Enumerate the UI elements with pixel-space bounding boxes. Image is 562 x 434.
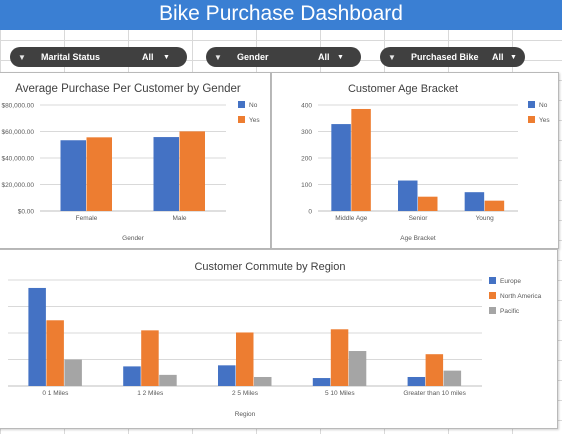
x-axis-label: Region xyxy=(235,411,256,418)
bar xyxy=(64,359,82,386)
caret-down-icon[interactable]: ▼ xyxy=(510,53,517,61)
bar xyxy=(46,320,64,386)
bar xyxy=(425,354,444,386)
bar xyxy=(179,131,205,211)
dashboard-title: Bike Purchase Dashboard xyxy=(0,0,562,30)
bar xyxy=(330,329,349,386)
bar xyxy=(407,376,426,386)
funnel-icon: ▼ xyxy=(388,52,396,62)
age-bracket-chart[interactable]: Customer Age Bracket 0 100 200 300 400 Middle … xyxy=(272,73,558,248)
x-tick-label: 2 5 Miles xyxy=(232,390,259,397)
y-tick-label: 0 xyxy=(308,209,312,216)
caret-down-icon[interactable]: ▼ xyxy=(337,53,344,61)
slicer-value[interactable]: All xyxy=(142,52,154,62)
bar xyxy=(254,376,272,386)
bar xyxy=(418,196,438,211)
x-tick-label: Young xyxy=(476,215,495,222)
y-tick-label: 200 xyxy=(301,156,312,163)
slicer-value[interactable]: All xyxy=(492,52,504,62)
legend-swatch xyxy=(489,292,496,299)
bar xyxy=(331,124,351,211)
funnel-icon: ▼ xyxy=(214,52,222,62)
slicer-purchased-bike[interactable]: ▼ Purchased Bike All ▼ xyxy=(380,47,525,67)
legend-label: Yes xyxy=(249,117,260,124)
caret-down-icon[interactable]: ▼ xyxy=(163,53,170,61)
legend-label: Pacific xyxy=(500,308,520,315)
x-tick-label: Female xyxy=(76,215,98,222)
legend-swatch xyxy=(238,101,245,108)
chart-panel-commute-region[interactable]: Customer Commute by Region 0 1 Miles 1 2 M… xyxy=(0,249,558,429)
slicer-gender[interactable]: ▼ Gender All ▼ xyxy=(206,47,361,67)
legend-swatch xyxy=(528,116,535,123)
x-tick-label: Male xyxy=(172,215,186,222)
y-tick-label: $40,000.00 xyxy=(1,156,34,163)
x-tick-label: Middle Age xyxy=(335,215,368,222)
legend-swatch xyxy=(238,116,245,123)
bar xyxy=(348,351,367,386)
slicer-label: Purchased Bike xyxy=(411,52,479,62)
legend-label: No xyxy=(539,102,548,109)
bar xyxy=(28,287,46,386)
y-tick-label: $80,000.00 xyxy=(1,103,34,110)
x-tick-label: Greater than 10 miles xyxy=(403,390,466,397)
chart-panel-average-purchase[interactable]: Average Purchase Per Customer by Gender $… xyxy=(0,72,271,249)
average-purchase-chart[interactable]: Average Purchase Per Customer by Gender $… xyxy=(0,73,270,248)
bar xyxy=(218,365,236,386)
y-tick-label: 300 xyxy=(301,129,312,136)
x-tick-label: 0 1 Miles xyxy=(42,390,69,397)
chart-title: Customer Commute by Region xyxy=(194,261,345,273)
slicer-value[interactable]: All xyxy=(318,52,330,62)
bar xyxy=(159,374,177,386)
y-tick-label: 400 xyxy=(301,103,312,110)
x-tick-label: 5 10 Miles xyxy=(325,390,355,397)
commute-region-chart[interactable]: Customer Commute by Region 0 1 Miles 1 2 M… xyxy=(0,250,557,428)
chart-panel-age-bracket[interactable]: Customer Age Bracket 0 100 200 300 400 Middle … xyxy=(271,72,559,249)
x-tick-label: Senior xyxy=(409,215,429,222)
y-tick-label: $60,000.00 xyxy=(1,129,34,136)
legend-swatch xyxy=(489,277,496,284)
bar xyxy=(141,330,159,386)
legend-swatch xyxy=(528,101,535,108)
x-tick-label: 1 2 Miles xyxy=(137,390,164,397)
bar xyxy=(398,180,418,211)
bar xyxy=(484,200,505,211)
bar xyxy=(312,378,331,386)
x-axis-label: Gender xyxy=(122,235,145,242)
legend-label: No xyxy=(249,102,258,109)
y-tick-label: $20,000.00 xyxy=(1,182,34,189)
bar xyxy=(123,366,141,386)
x-axis-label: Age Bracket xyxy=(400,235,436,242)
bar xyxy=(60,140,86,211)
bar xyxy=(86,137,112,211)
chart-title: Average Purchase Per Customer by Gender xyxy=(15,83,241,95)
legend-label: Yes xyxy=(539,117,550,124)
slicer-marital-status[interactable]: ▼ Marital Status All ▼ xyxy=(10,47,187,67)
slicer-label: Marital Status xyxy=(41,52,101,62)
y-tick-label: 100 xyxy=(301,182,312,189)
bar xyxy=(443,370,462,386)
funnel-icon: ▼ xyxy=(18,52,26,62)
y-tick-label: $0.00 xyxy=(18,209,35,216)
chart-title: Customer Age Bracket xyxy=(348,83,458,95)
legend-label: Europe xyxy=(500,278,521,285)
legend-label: North America xyxy=(500,293,542,300)
slicer-label: Gender xyxy=(237,52,269,62)
legend-swatch xyxy=(489,307,496,314)
bar xyxy=(351,108,371,211)
bar xyxy=(153,137,179,211)
bar xyxy=(236,332,254,386)
bar xyxy=(464,192,485,211)
